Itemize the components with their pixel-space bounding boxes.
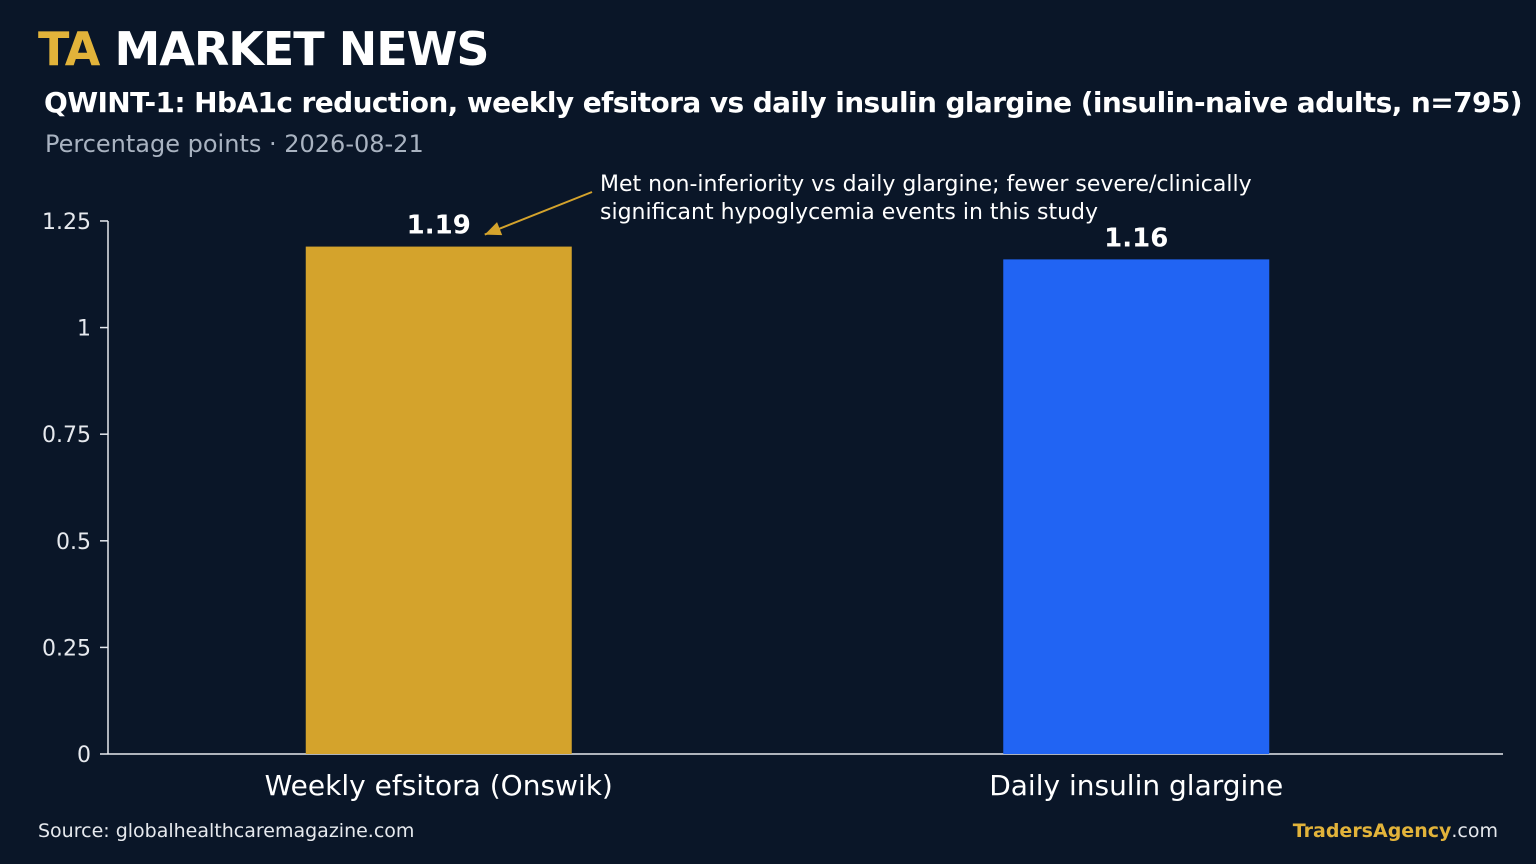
- annotation-line: Met non-inferiority vs daily glargine; f…: [600, 172, 1252, 197]
- bar: [305, 246, 572, 755]
- annotation-arrowhead: [484, 222, 503, 236]
- credit-domain: .com: [1451, 820, 1498, 842]
- brand-logo: TA MARKET NEWS: [38, 22, 490, 76]
- credit: TradersAgency.com: [1293, 820, 1498, 842]
- source-note: Source: globalhealthcaremagazine.com: [38, 820, 415, 842]
- y-tick-label: 0: [77, 743, 91, 768]
- chart-subtitle: Percentage points · 2026-08-21: [45, 130, 424, 158]
- annotation-text: Met non-inferiority vs daily glargine; f…: [600, 172, 1252, 225]
- bar: [1003, 259, 1270, 754]
- y-tick-label: 1.25: [42, 210, 91, 235]
- y-tick-label: 0.25: [42, 636, 91, 661]
- chart-title: QWINT-1: HbA1c reduction, weekly efsitor…: [44, 86, 1523, 119]
- y-tick-label: 1: [77, 317, 91, 342]
- annotation-line: significant hypoglycemia events in this …: [600, 200, 1098, 225]
- data-label: 1.16: [1104, 223, 1168, 253]
- x-tick-label: Daily insulin glargine: [989, 769, 1283, 802]
- annotation-arrow: [484, 191, 593, 236]
- data-label: 1.19: [407, 211, 471, 241]
- brand-name: MARKET NEWS: [114, 22, 489, 76]
- credit-accent: TradersAgency: [1292, 820, 1452, 842]
- brand-accent: TA: [38, 22, 100, 76]
- x-tick-label: Weekly efsitora (Onswik): [265, 769, 613, 802]
- y-tick-label: 0.75: [42, 423, 91, 448]
- y-tick-label: 0.5: [56, 530, 91, 555]
